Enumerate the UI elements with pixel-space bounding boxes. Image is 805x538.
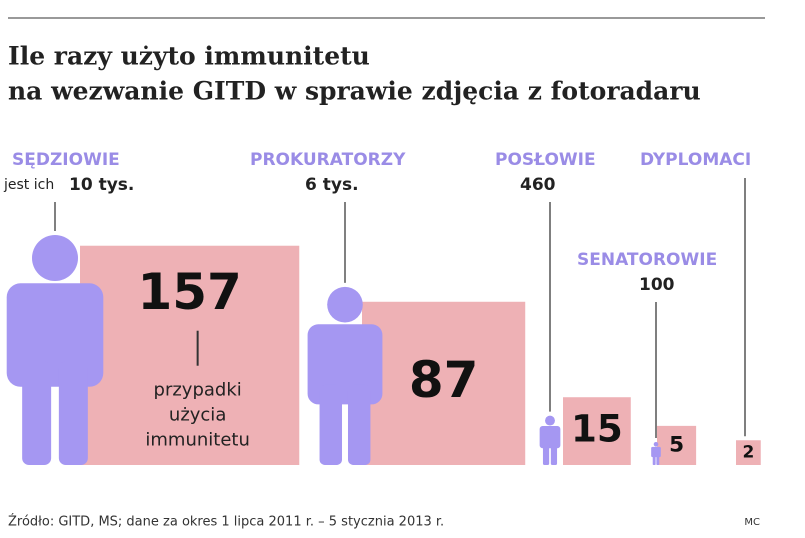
square (80, 245, 300, 465)
person-leg (550, 442, 558, 465)
category-label: DYPLOMACI (640, 150, 751, 170)
chart-title: Ile razy użyto immunitetu (8, 42, 370, 71)
category-label: POSŁOWIE (495, 150, 596, 170)
category-label: SĘDZIOWIE (12, 150, 120, 170)
value-label: 87 (409, 351, 479, 409)
person-head (32, 235, 78, 281)
person-icon (539, 415, 561, 465)
person-leg (542, 442, 550, 465)
credit: MC (744, 517, 760, 528)
population-label: 6 tys. (305, 175, 359, 195)
person-leg (22, 361, 52, 465)
value-label: 2 (742, 443, 754, 463)
chart-title: na wezwanie GITD w sprawie zdjęcia z fot… (8, 77, 701, 106)
value-label: 5 (669, 432, 684, 457)
person-leg (347, 384, 371, 465)
population-label: 460 (520, 175, 556, 195)
annotation: immunitetu (145, 430, 249, 451)
category-label: PROKURATORZY (250, 150, 406, 170)
annotation: przypadki (154, 380, 242, 401)
person-leg (652, 454, 656, 465)
annotation: użycia (169, 405, 226, 426)
person-icon (6, 235, 104, 465)
population-label: 100 (639, 275, 675, 295)
value-label: 15 (571, 407, 623, 451)
person-body (307, 324, 383, 405)
person-head (327, 286, 363, 323)
category-label: SENATOROWIE (577, 250, 717, 270)
person-head (653, 442, 659, 447)
person-leg (656, 454, 660, 465)
source: Źródło: GITD, MS; dane za okres 1 lipca … (8, 514, 444, 530)
square (362, 301, 526, 465)
population-label: 10 tys. (69, 175, 134, 195)
square (563, 397, 631, 465)
value-label: 157 (137, 263, 241, 321)
person-icon (651, 442, 661, 465)
person-icon (307, 286, 383, 465)
population-prefix: jest ich (3, 177, 54, 193)
person-body (651, 446, 661, 458)
person-leg (319, 384, 343, 465)
person-body (6, 283, 104, 387)
person-head (545, 415, 555, 426)
square (736, 440, 761, 465)
person-leg (58, 361, 88, 465)
square (657, 425, 697, 465)
person-body (539, 426, 561, 449)
